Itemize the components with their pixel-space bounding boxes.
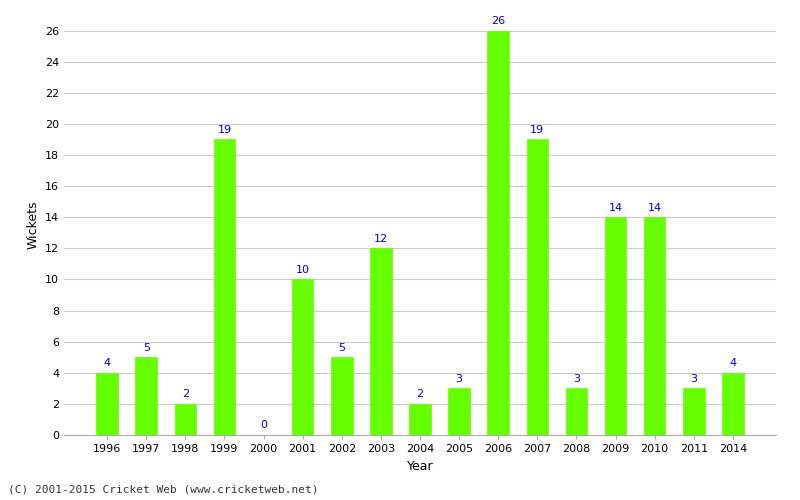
Bar bbox=[96, 373, 118, 435]
Text: 12: 12 bbox=[374, 234, 388, 243]
Bar bbox=[174, 404, 196, 435]
Bar bbox=[214, 140, 235, 435]
Text: (C) 2001-2015 Cricket Web (www.cricketweb.net): (C) 2001-2015 Cricket Web (www.cricketwe… bbox=[8, 485, 318, 495]
Text: 3: 3 bbox=[573, 374, 580, 384]
Text: 4: 4 bbox=[103, 358, 110, 368]
Text: 0: 0 bbox=[260, 420, 267, 430]
Bar bbox=[448, 388, 470, 435]
Text: 19: 19 bbox=[530, 125, 544, 135]
Text: 5: 5 bbox=[338, 342, 346, 352]
Text: 4: 4 bbox=[730, 358, 737, 368]
Bar bbox=[370, 248, 392, 435]
Bar bbox=[487, 30, 509, 435]
Text: 5: 5 bbox=[142, 342, 150, 352]
Text: 2: 2 bbox=[182, 389, 189, 399]
Text: 3: 3 bbox=[456, 374, 462, 384]
Text: 14: 14 bbox=[609, 202, 622, 212]
Bar bbox=[683, 388, 705, 435]
Text: 14: 14 bbox=[647, 202, 662, 212]
Bar bbox=[605, 217, 626, 435]
Bar bbox=[135, 357, 157, 435]
Bar bbox=[722, 373, 744, 435]
Bar bbox=[331, 357, 353, 435]
Bar bbox=[566, 388, 587, 435]
Bar bbox=[644, 217, 666, 435]
Bar bbox=[526, 140, 548, 435]
Text: 10: 10 bbox=[296, 265, 310, 275]
Text: 19: 19 bbox=[218, 125, 231, 135]
Text: 3: 3 bbox=[690, 374, 698, 384]
Text: 2: 2 bbox=[417, 389, 423, 399]
Bar bbox=[410, 404, 430, 435]
Text: 26: 26 bbox=[491, 16, 506, 26]
X-axis label: Year: Year bbox=[406, 460, 434, 472]
Bar bbox=[292, 280, 314, 435]
Y-axis label: Wickets: Wickets bbox=[26, 200, 39, 249]
